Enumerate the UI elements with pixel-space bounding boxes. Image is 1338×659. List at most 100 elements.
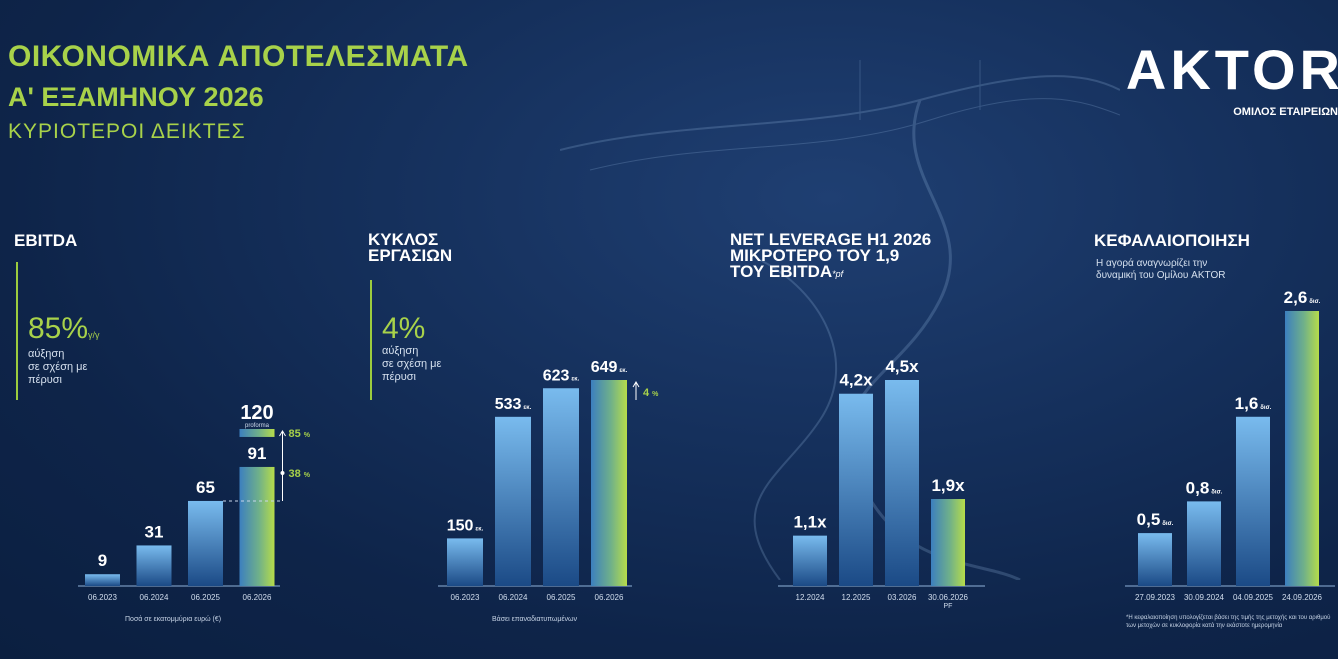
percent-sign: % <box>304 472 311 479</box>
capitalization-subtitle: Η αγορά αναγνωρίζει την δυναμική του Ομί… <box>1096 258 1225 282</box>
data-label: 1,1x <box>793 513 827 532</box>
turnover-desc-line: αύξηση <box>382 345 419 357</box>
bar <box>839 393 873 586</box>
turnover-title-line: ΚΥΚΛΟΣ <box>368 230 439 249</box>
bar <box>591 380 627 586</box>
bar <box>931 499 965 586</box>
turnover-growth: 4% <box>382 312 426 345</box>
tick-label: 30.06.2026 <box>928 593 969 602</box>
bar <box>136 545 172 586</box>
ebitda-growth-desc: αύξηση σε σχέση με πέρυσι <box>28 348 87 387</box>
aktor-logo: AKTOR ΟΜΙΛΟΣ ΕΤΑΙΡΕΙΩΝ <box>1110 40 1338 120</box>
data-label: 4,5x <box>885 357 919 376</box>
growth-annotation-mid: 38% <box>289 468 311 480</box>
data-label: 1,6 δισ. <box>1235 394 1272 413</box>
logo-subtitle: ΟΜΙΛΟΣ ΕΤΑΙΡΕΙΩΝ <box>1233 106 1338 118</box>
tick-label: 12.2024 <box>796 593 825 602</box>
growth-arrow-head <box>632 381 640 388</box>
leverage-title-line: NET LEVERAGE H1 2026 <box>730 230 932 249</box>
capitalization-subtitle-line: Η αγορά αναγνωρίζει την <box>1096 258 1208 269</box>
growth-annotation: 4% <box>643 387 659 399</box>
data-label-unit: εκ. <box>571 376 579 382</box>
data-label: 649 εκ. <box>591 359 628 376</box>
data-label: 623 εκ. <box>543 367 580 384</box>
ebitda-growth-value: 85% <box>28 312 89 345</box>
background-road-illustration <box>560 60 1120 580</box>
proforma-label: proforma <box>245 423 270 429</box>
tick-label: 06.2025 <box>191 593 220 602</box>
turnover-desc-line: σε σχέση με <box>382 358 442 370</box>
data-label: 4,2x <box>839 371 873 390</box>
bar <box>239 466 275 586</box>
ebitda-desc-line: σε σχέση με <box>28 361 88 373</box>
tick-label: 06.2024 <box>499 593 528 602</box>
tick-label: 06.2025 <box>547 593 576 602</box>
data-label: 1,9x <box>931 476 965 495</box>
ebitda-desc-line: αύξηση <box>28 348 65 360</box>
bar <box>447 538 483 586</box>
bar <box>85 574 120 586</box>
data-label: 91 <box>248 444 267 463</box>
data-label-unit: εκ. <box>619 368 627 374</box>
leverage-title-suffix: *pf <box>832 269 844 279</box>
tick-label: 06.2023 <box>451 593 480 602</box>
chart-marks: 9 06.2023 31 06.2024 65 06.2025 91 06.2026 120pr… <box>78 288 1335 610</box>
turnover-title-line: ΕΡΓΑΣΙΩΝ <box>368 246 453 265</box>
turnover-note: Βάσει επαναδιατυπωμένων <box>492 616 578 623</box>
data-label: 2,6 δισ. <box>1284 288 1321 307</box>
page-title-period: Α' ΕΞΑΜΗΝΟΥ 2026 <box>8 82 264 112</box>
data-label-unit: δισ. <box>1309 299 1320 305</box>
leverage-title: NET LEVERAGE H1 2026 ΜΙΚΡΟΤΕΡΟ ΤΟΥ 1,9 Τ… <box>730 230 932 282</box>
data-label: 150 εκ. <box>447 517 484 534</box>
bar <box>495 416 531 586</box>
bar <box>793 535 827 586</box>
tick-label: 06.2026 <box>243 593 272 602</box>
percent-sign: % <box>652 391 659 398</box>
growth-annotation-top: 85% <box>289 428 311 440</box>
data-label: 533 εκ. <box>495 396 532 413</box>
ebitda-title: EBITDA <box>14 231 78 250</box>
bar <box>1138 533 1172 586</box>
bar <box>885 380 919 586</box>
turnover-title: ΚΥΚΛΟΣ ΕΡΓΑΣΙΩΝ <box>368 230 453 265</box>
tick-label: 06.2024 <box>140 593 169 602</box>
tick-label: 24.09.2026 <box>1282 593 1323 602</box>
data-label-unit: δισ. <box>1162 521 1173 527</box>
data-label: 0,8 δισ. <box>1186 478 1223 497</box>
bar <box>1187 501 1221 586</box>
bar <box>188 500 223 586</box>
capitalization-note: *Η κεφαλαιοποίηση υπολογίζεται βάσει της… <box>1126 615 1331 629</box>
data-label-unit: δισ. <box>1260 405 1271 411</box>
turnover-desc-line: πέρυσι <box>382 371 416 383</box>
tick-label: 12.2025 <box>842 593 871 602</box>
growth-arrow-head <box>279 430 286 437</box>
data-label: 0,5 δισ. <box>1137 510 1174 529</box>
bar-proforma <box>239 429 275 437</box>
ebitda-growth: 85%γ/γ <box>28 312 100 346</box>
growth-arrow-dot <box>280 470 285 475</box>
percent-sign: % <box>304 432 311 439</box>
turnover-accent-line <box>370 280 372 400</box>
leverage-title-line: ΜΙΚΡΟΤΕΡΟ ΤΟΥ 1,9 <box>730 246 900 265</box>
data-label-unit: εκ. <box>523 405 531 411</box>
tick-label: 06.2026 <box>595 593 624 602</box>
capitalization-subtitle-line: δυναμική του Ομίλου AKTOR <box>1096 270 1226 281</box>
logo-text: AKTOR <box>1125 38 1338 101</box>
ebitda-note: Ποσά σε εκατομμύρια ευρώ (€) <box>125 616 222 623</box>
capitalization-title: ΚΕΦΑΛΑΙΟΠΟΙΗΣΗ <box>1094 231 1250 250</box>
tick-label: 06.2023 <box>88 593 117 602</box>
data-label-unit: δισ. <box>1211 489 1222 495</box>
bar <box>543 388 579 586</box>
data-label: 65 <box>196 478 215 497</box>
tick-sublabel: PF <box>944 603 953 610</box>
data-label-unit: εκ. <box>475 526 483 532</box>
ebitda-growth-suffix: γ/γ <box>88 330 100 340</box>
data-label: 9 <box>98 551 107 570</box>
bar <box>1236 416 1270 586</box>
ebitda-desc-line: πέρυσι <box>28 374 62 386</box>
data-label-proforma: 120 <box>240 402 273 424</box>
page-subtitle: ΚΥΡΙΟΤΕΡΟΙ ΔΕΙΚΤΕΣ <box>8 120 246 143</box>
page-title: ΟΙΚΟΝΟΜΙΚΑ ΑΠΟΤΕΛΕΣΜΑΤΑ <box>8 40 469 73</box>
bar <box>1285 311 1319 586</box>
